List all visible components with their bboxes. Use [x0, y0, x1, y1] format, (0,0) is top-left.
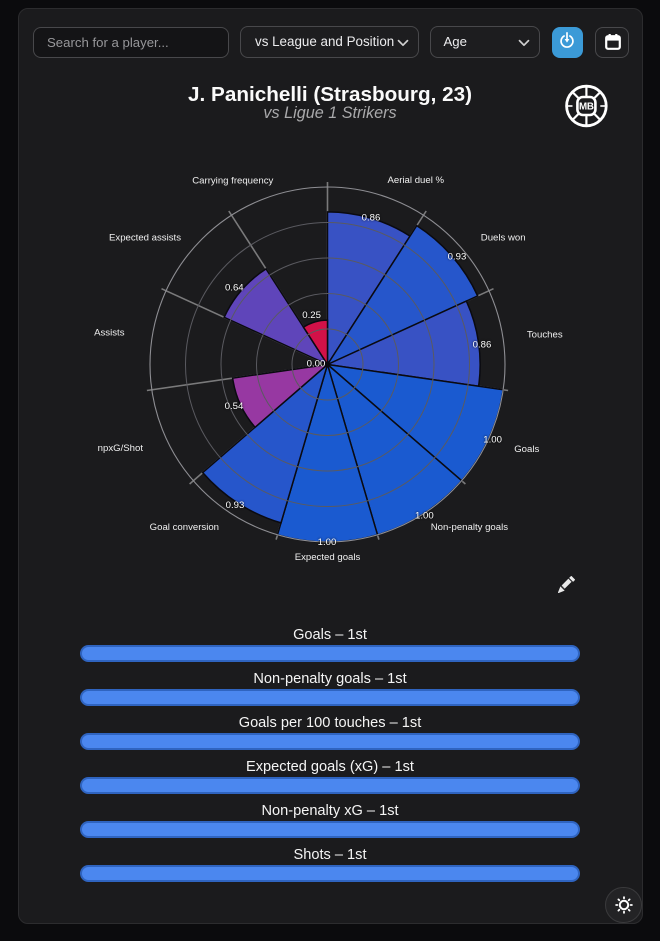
- svg-text:Duels won: Duels won: [481, 233, 526, 244]
- svg-text:0.54: 0.54: [225, 401, 244, 412]
- svg-text:Goals: Goals: [514, 444, 539, 455]
- svg-text:Touches: Touches: [527, 330, 563, 341]
- svg-text:0.64: 0.64: [225, 283, 244, 294]
- svg-text:Assists: Assists: [94, 328, 125, 339]
- svg-text:npxG/Shot: npxG/Shot: [98, 443, 144, 454]
- svg-text:0.86: 0.86: [362, 213, 381, 224]
- svg-text:Non-penalty goals: Non-penalty goals: [431, 522, 509, 533]
- svg-text:MB: MB: [579, 102, 594, 113]
- svg-text:0.93: 0.93: [448, 251, 467, 262]
- svg-text:Expected goals: Expected goals: [295, 552, 361, 563]
- svg-text:Carrying frequency: Carrying frequency: [192, 175, 273, 186]
- svg-text:0.93: 0.93: [226, 500, 245, 511]
- svg-text:0.25: 0.25: [302, 310, 321, 321]
- svg-text:1.00: 1.00: [318, 537, 337, 548]
- svg-text:Goal conversion: Goal conversion: [150, 522, 219, 533]
- svg-text:Aerial duel %: Aerial duel %: [388, 175, 445, 186]
- svg-text:0.86: 0.86: [473, 339, 492, 350]
- svg-text:1.00: 1.00: [415, 510, 434, 521]
- svg-text:Expected assists: Expected assists: [109, 233, 181, 244]
- svg-text:0.00: 0.00: [307, 358, 326, 369]
- svg-text:1.00: 1.00: [483, 435, 502, 446]
